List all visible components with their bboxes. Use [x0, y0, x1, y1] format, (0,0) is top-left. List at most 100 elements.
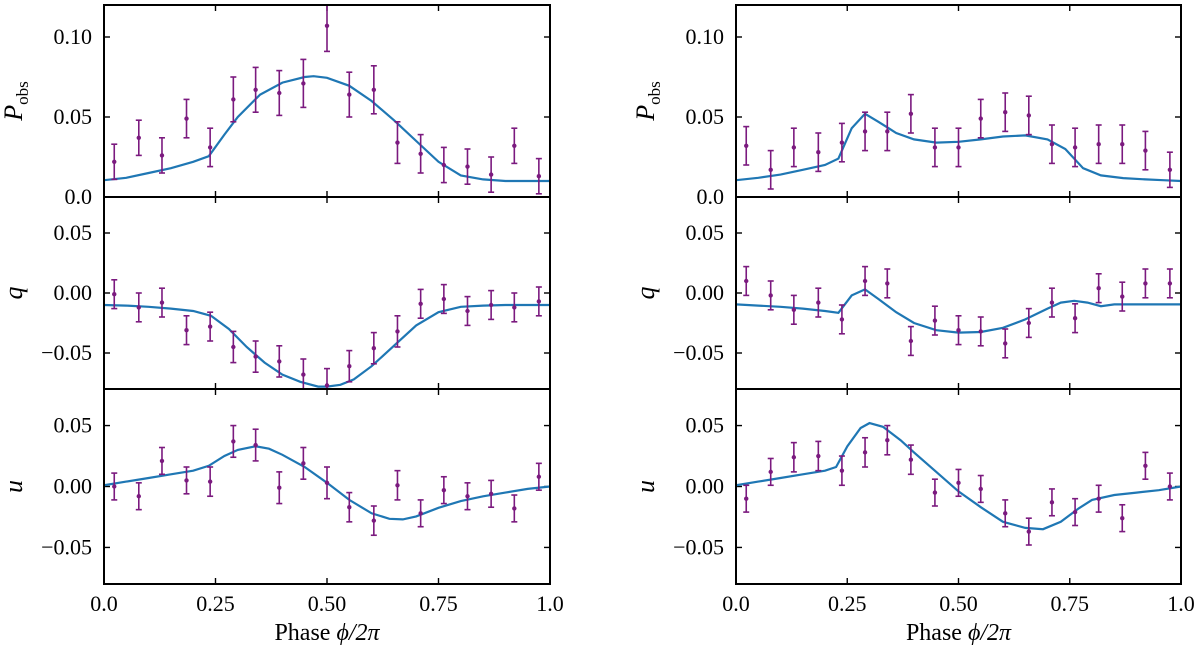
- right-xlabel: Phase ϕ/2π: [906, 620, 1012, 646]
- left-u-data-point: [207, 466, 214, 498]
- right-xtick-label: 0.0: [722, 591, 750, 616]
- data-marker: [908, 111, 914, 117]
- data-marker: [1167, 167, 1173, 172]
- left-P-ytick-label: 0.05: [54, 104, 93, 129]
- data-marker: [324, 480, 330, 486]
- data-marker: [1026, 113, 1032, 118]
- data-marker: [1072, 509, 1078, 515]
- left-q-ytick-label: 0.00: [54, 280, 93, 305]
- left-P-data-point: [417, 133, 424, 174]
- data-marker: [1026, 320, 1032, 326]
- right-u-model-line: [736, 421, 1181, 531]
- left-xtick-label: 1.0: [536, 591, 564, 616]
- left-panel-q: −0.05 0.00 0.05 q: [0, 196, 551, 390]
- right-P-model-line: [736, 112, 1181, 183]
- right-q-data-point: [931, 305, 938, 336]
- data-marker: [231, 97, 236, 102]
- data-marker: [791, 307, 797, 312]
- left-xtick-label: 0.75: [419, 591, 458, 616]
- data-marker: [816, 150, 821, 155]
- left-u-data-point: [370, 505, 377, 537]
- data-marker: [207, 145, 213, 150]
- data-marker: [488, 302, 494, 308]
- left-q-ylabel: q: [0, 287, 28, 300]
- right-xtick-label: 0.25: [828, 591, 867, 616]
- right-u-data-point: [1002, 499, 1009, 528]
- left-q-data-point: [464, 295, 471, 327]
- right-u-data-point: [1142, 451, 1149, 480]
- left-q-data-point: [535, 286, 542, 317]
- data-marker: [932, 145, 938, 150]
- data-marker: [956, 328, 961, 333]
- left-q-data-point: [207, 311, 214, 342]
- right-q-data-point: [1142, 268, 1149, 299]
- left-q-data-point: [488, 289, 495, 321]
- data-marker: [512, 143, 517, 148]
- data-marker: [441, 162, 447, 168]
- right-P-data-point: [862, 111, 869, 152]
- right-u-data-point: [931, 478, 938, 507]
- right-q-ytick-label: 0.00: [686, 280, 725, 305]
- left-panel-u: −0.05 0.00 0.05 u: [0, 388, 551, 585]
- data-marker: [207, 324, 213, 329]
- right-q-data-point: [767, 280, 774, 311]
- data-marker: [768, 469, 773, 475]
- right-P-ytick-label: 0.10: [686, 24, 725, 49]
- data-marker: [395, 483, 400, 488]
- left-u-data-point: [183, 466, 190, 495]
- data-marker: [159, 458, 165, 464]
- data-marker: [1143, 148, 1148, 153]
- data-marker: [839, 468, 845, 473]
- data-marker: [791, 455, 797, 460]
- data-marker: [978, 486, 983, 492]
- data-marker: [908, 457, 914, 462]
- data-marker: [1049, 500, 1055, 505]
- data-marker: [1167, 484, 1173, 489]
- right-q-data-point: [1025, 307, 1032, 339]
- left-q-data-point: [394, 314, 401, 348]
- data-marker: [932, 490, 938, 495]
- left-P-ytick-label: 0.10: [54, 24, 93, 49]
- data-marker: [301, 372, 306, 377]
- left-q-data-point: [300, 358, 307, 389]
- right-xtick-label: 0.75: [1051, 591, 1090, 616]
- data-marker: [885, 129, 890, 134]
- data-marker: [1143, 463, 1148, 468]
- right-u-data-point: [1048, 488, 1055, 517]
- data-marker: [1096, 496, 1101, 501]
- left-u-data-point: [135, 482, 142, 511]
- data-marker: [395, 140, 400, 145]
- left-q-data-point: [511, 292, 518, 323]
- data-marker: [324, 23, 330, 28]
- data-marker: [536, 299, 542, 304]
- right-q-data-point: [1072, 302, 1079, 334]
- left-P-ylabel: Pobs: [0, 81, 32, 122]
- right-P-ytick-label: 0.05: [686, 104, 725, 129]
- data-marker: [744, 496, 749, 501]
- right-P-data-point: [884, 111, 891, 152]
- right-P-data-point: [1166, 151, 1173, 189]
- right-u-data-point: [862, 436, 869, 468]
- data-marker: [112, 292, 117, 297]
- left-P-data-point: [207, 127, 214, 168]
- data-marker: [862, 450, 868, 455]
- data-marker: [1096, 142, 1101, 147]
- right-P-data-point: [1095, 124, 1102, 165]
- left-u-data-point: [276, 471, 283, 505]
- right-u-data-point: [838, 455, 845, 487]
- right-u-frame: [735, 388, 1182, 585]
- data-marker: [1120, 142, 1125, 147]
- right-P-data-point: [907, 93, 914, 134]
- left-P-data-point: [111, 143, 118, 181]
- left-P-model-line: [104, 75, 550, 183]
- data-marker: [908, 338, 914, 344]
- left-q-data-point: [440, 283, 447, 315]
- right-u-ytick-label: 0.05: [686, 413, 725, 438]
- data-marker: [1003, 110, 1008, 115]
- data-marker: [159, 300, 165, 305]
- right-u-data-point: [743, 484, 750, 513]
- right-q-data-point: [1095, 272, 1102, 304]
- right-q-data-point: [884, 268, 891, 299]
- right-q-ytick-label: 0.05: [686, 220, 725, 245]
- data-marker: [1143, 281, 1148, 286]
